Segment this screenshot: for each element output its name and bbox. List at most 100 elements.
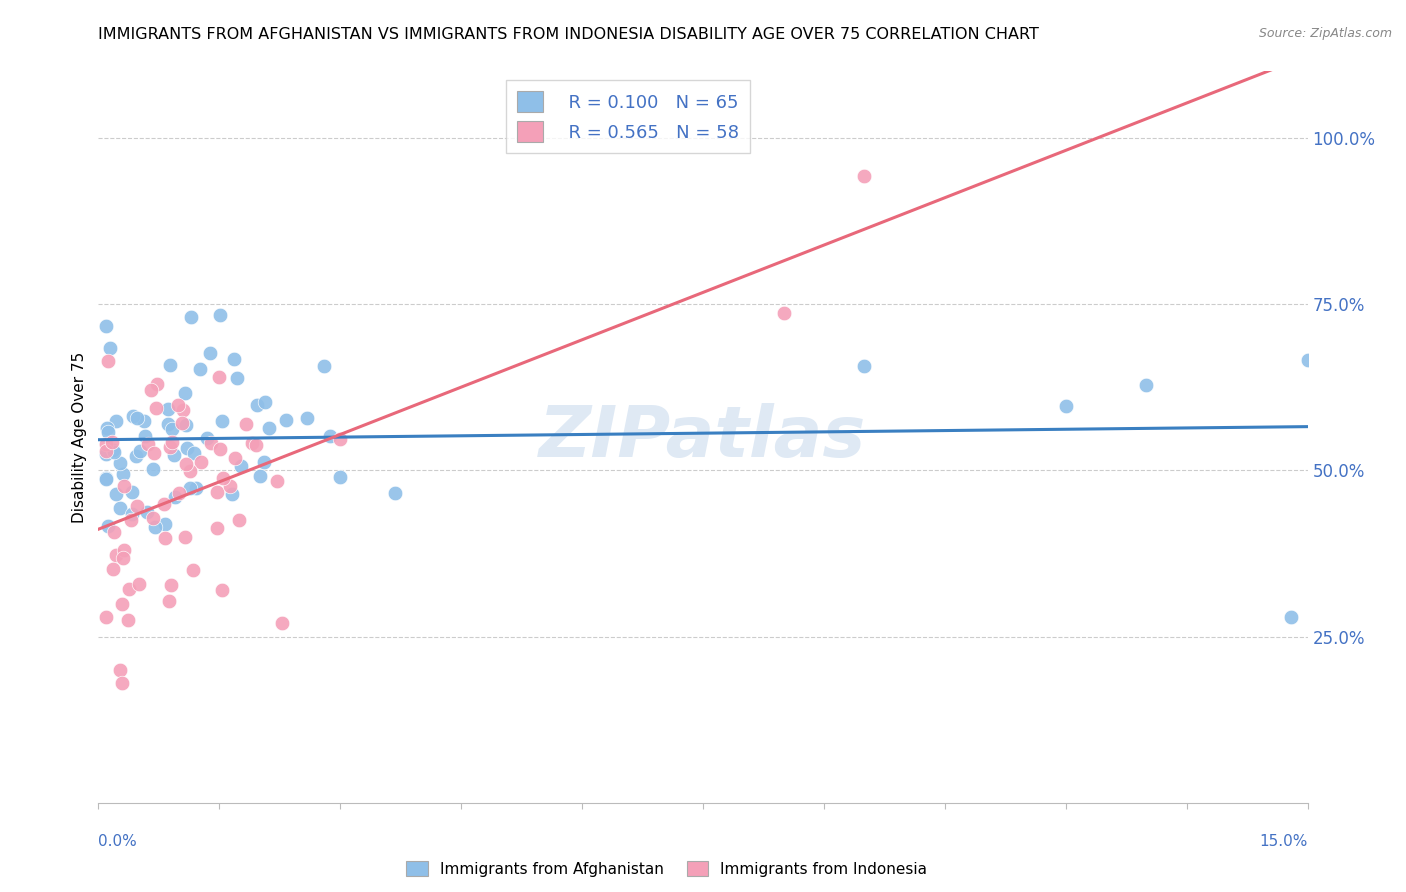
Point [146,377,169,392]
Point [174,530,197,544]
Point [125,499,148,513]
Point [195,431,218,445]
Point [125,411,148,425]
Point [249,469,271,483]
Point [240,435,263,450]
Point [228,513,250,527]
Text: IMMIGRANTS FROM AFGHANISTAN VS IMMIGRANTS FROM INDONESIA DISABILITY AGE OVER 75 : IMMIGRANTS FROM AFGHANISTAN VS IMMIGRANT… [98,27,1039,42]
Point [103,445,125,459]
Point [122,409,145,423]
Text: 0.0%: 0.0% [98,834,138,849]
Point [103,525,125,540]
Point [384,486,406,500]
Point [183,446,205,460]
Point [172,402,194,417]
Point [181,563,204,577]
Point [176,418,198,433]
Point [224,351,246,366]
Point [117,613,139,627]
Point [143,446,166,460]
Point [162,422,184,436]
Point [98,341,121,355]
Point [208,442,231,456]
Point [157,402,180,417]
Point [120,513,142,527]
Point [108,456,131,470]
Point [96,472,118,486]
Point [110,663,132,677]
Point [96,609,118,624]
Point [1296,353,1319,368]
Point [112,467,135,482]
Point [153,532,176,546]
Point [211,414,233,428]
Point [128,577,150,591]
Point [295,411,318,425]
Point [165,490,187,504]
Point [159,358,181,372]
Point [208,370,231,384]
Point [257,420,280,434]
Text: 15.0%: 15.0% [1260,834,1308,849]
Point [329,469,352,483]
Point [319,429,342,443]
Point [218,479,240,493]
Point [121,485,143,500]
Point [132,414,155,428]
Point [104,548,127,562]
Point [96,421,118,435]
Point [153,497,176,511]
Point [271,615,294,630]
Point [184,481,207,495]
Point [134,428,156,442]
Point [266,475,288,489]
Point [1135,378,1157,392]
Point [167,486,190,500]
Point [118,582,141,597]
Point [188,361,211,376]
Point [111,676,134,690]
Point [105,414,128,428]
Point [112,550,135,565]
Point [157,594,180,608]
Point [225,371,247,385]
Point [190,455,212,469]
Point [207,484,229,499]
Point [104,487,127,501]
Point [159,577,181,591]
Point [143,520,166,534]
Point [103,443,125,458]
Point [96,447,118,461]
Point [141,383,163,397]
Point [179,464,201,478]
Point [253,395,276,409]
Point [97,425,120,440]
Point [200,435,222,450]
Point [231,459,253,474]
Point [101,435,124,450]
Point [221,486,243,500]
Point [180,310,202,324]
Point [135,505,157,519]
Point [101,562,124,576]
Point [145,401,167,416]
Point [853,359,876,373]
Point [163,449,186,463]
Point [253,455,276,469]
Point [176,457,198,471]
Point [159,440,181,454]
Point [112,479,135,493]
Point [173,385,195,400]
Point [111,597,134,611]
Point [224,451,246,466]
Point [142,510,165,524]
Point [96,471,118,485]
Point [176,441,198,455]
Point [96,444,118,458]
Point [235,417,257,432]
Point [142,462,165,476]
Point [853,169,876,183]
Point [167,397,190,411]
Point [312,359,335,373]
Point [200,346,222,360]
